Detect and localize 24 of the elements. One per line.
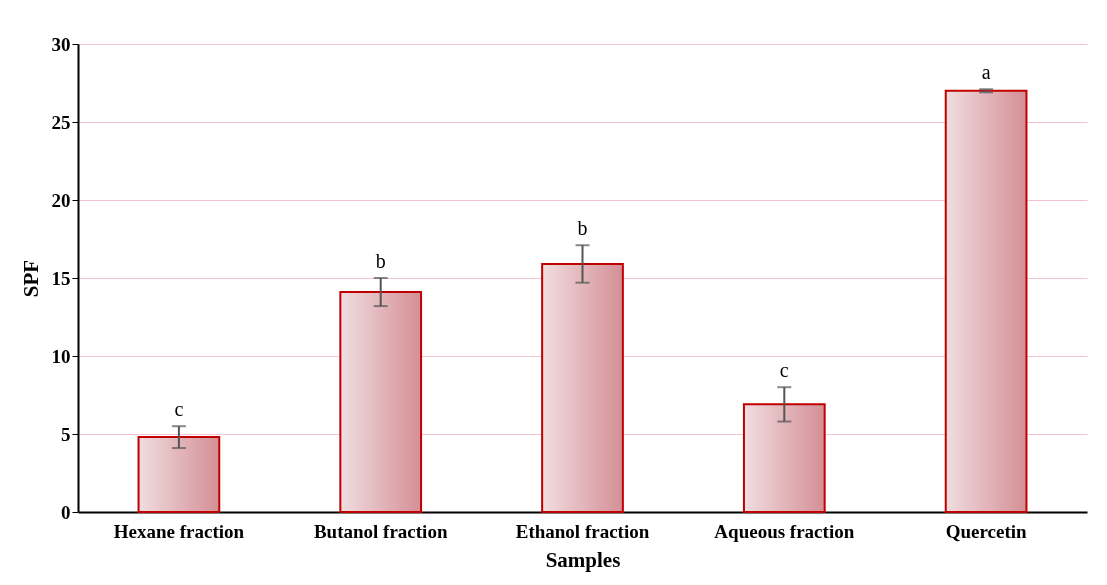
bar bbox=[742, 403, 826, 513]
y-tick-label: 25 bbox=[51, 111, 71, 133]
x-tick-label: Hexane fraction bbox=[113, 520, 245, 542]
annotation: b bbox=[375, 250, 386, 272]
y-tick-label: 15 bbox=[51, 267, 71, 289]
x-axis-title: Samples bbox=[545, 547, 621, 572]
bar bbox=[944, 89, 1028, 513]
annotation: c bbox=[779, 359, 789, 382]
y-tick-label: 10 bbox=[51, 345, 71, 367]
y-tick-label: 0 bbox=[61, 501, 71, 523]
x-tick-label: Aqueous fraction bbox=[714, 520, 855, 542]
x-tick-label: Ethanol fraction bbox=[515, 520, 650, 542]
y-axis-title: SPF bbox=[18, 259, 43, 298]
annotation: c bbox=[174, 398, 184, 421]
y-tick-label: 30 bbox=[51, 33, 71, 55]
y-tick-label: 5 bbox=[61, 423, 71, 445]
annotation: b bbox=[577, 217, 588, 240]
annotation: a bbox=[981, 61, 991, 84]
bar bbox=[541, 262, 624, 513]
y-tick-label: 20 bbox=[51, 189, 71, 211]
x-tick-label: Quercetin bbox=[945, 520, 1027, 542]
bar bbox=[137, 436, 221, 513]
x-tick-label: Butanol fraction bbox=[313, 520, 448, 542]
bar bbox=[339, 291, 423, 513]
